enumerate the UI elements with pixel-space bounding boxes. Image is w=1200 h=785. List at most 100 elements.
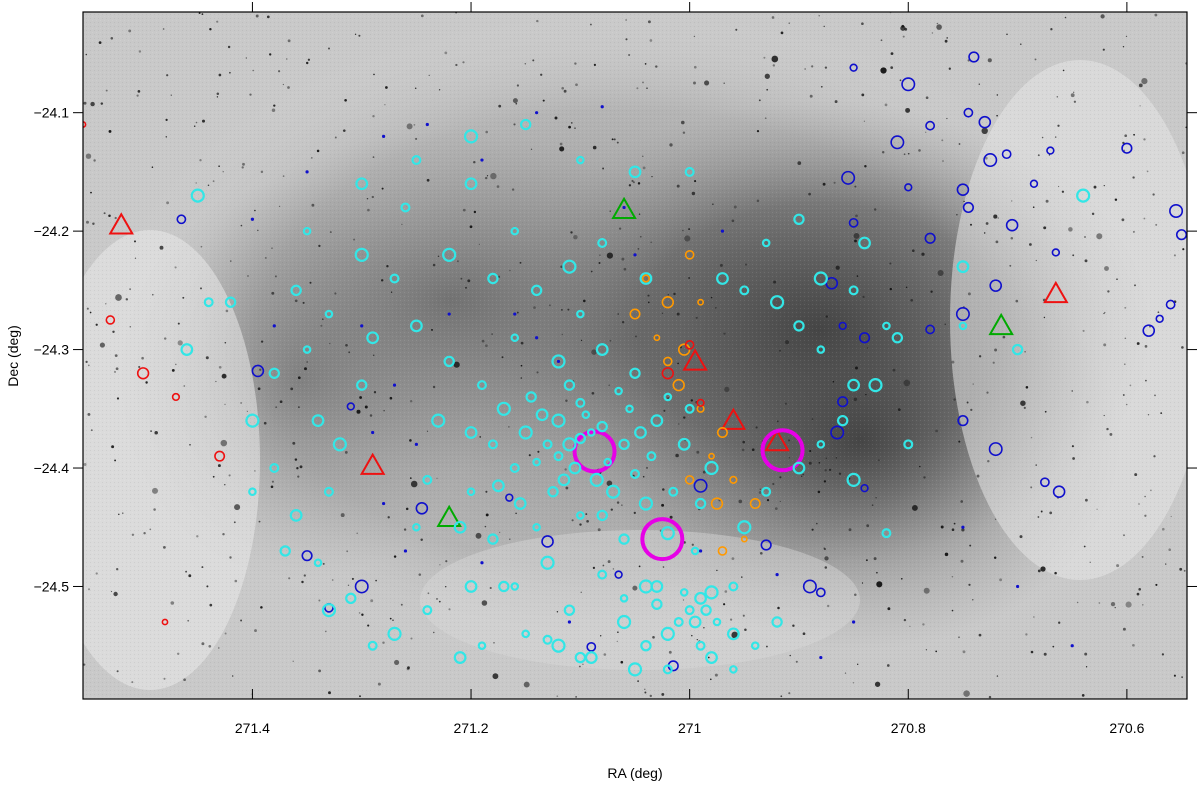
point-blue-circle-0	[849, 63, 858, 72]
point-cyan-circle-165	[729, 665, 738, 674]
point-cyan-circle-19	[634, 426, 647, 439]
point-blue-circle-27	[1169, 203, 1184, 218]
point-cyan-circle-56	[443, 355, 455, 368]
point-cyan-circle-37	[660, 526, 675, 541]
point-green-triangle-1	[436, 504, 462, 528]
point-orange-circle-4	[716, 426, 728, 438]
point-cyan-circle-134	[858, 236, 871, 250]
point-magenta-large-circle-2	[760, 428, 805, 473]
point-cyan-circle-25	[576, 511, 585, 520]
point-blue-dot-28	[622, 205, 626, 210]
point-blue-circle-32	[988, 442, 1003, 457]
point-cyan-circle-13	[575, 397, 586, 408]
point-blue-dot-16	[381, 501, 386, 506]
point-cyan-circle-81	[290, 284, 302, 297]
point-cyan-circle-21	[525, 391, 537, 403]
point-cyan-circle-74	[409, 319, 423, 333]
point-blue-dot-21	[1015, 584, 1020, 589]
point-blue-circle-18	[848, 217, 859, 228]
point-blue-dot-12	[513, 312, 517, 316]
point-blue-circle-38	[176, 214, 187, 225]
point-cyan-circle-113	[695, 640, 706, 651]
point-red-triangle-2	[682, 348, 708, 371]
point-blue-circle-2	[901, 77, 916, 92]
point-cyan-circle-141	[1011, 343, 1024, 356]
point-blue-dot-11	[447, 312, 451, 316]
point-cyan-circle-73	[728, 581, 739, 592]
point-cyan-circle-157	[321, 603, 337, 618]
point-cyan-circle-161	[498, 580, 510, 593]
point-blue-dot-7	[720, 229, 725, 233]
point-blue-dot-27	[567, 620, 572, 624]
point-cyan-circle-89	[639, 272, 653, 285]
y-tick-label: −24.4	[34, 460, 70, 476]
point-cyan-circle-156	[279, 545, 291, 557]
point-cyan-circle-20	[625, 404, 634, 414]
point-cyan-circle-95	[324, 309, 334, 319]
point-cyan-circle-8	[542, 439, 553, 450]
y-tick-label: −24.2	[34, 223, 70, 239]
point-blue-circle-12	[983, 153, 998, 168]
point-cyan-circle-122	[846, 472, 861, 487]
point-cyan-circle-115	[750, 641, 760, 650]
point-cyan-circle-58	[422, 474, 433, 485]
point-blue-dot-9	[360, 324, 364, 328]
point-orange-circle-15	[697, 298, 704, 306]
point-cyan-circle-0	[586, 428, 596, 437]
point-red-circle-2	[136, 367, 150, 380]
point-cyan-circle-87	[562, 259, 577, 274]
point-blue-dot-24	[819, 655, 823, 660]
point-blue-circle-4	[978, 115, 992, 129]
plot-frame	[82, 11, 1188, 700]
point-blue-circle-21	[858, 332, 871, 344]
point-cyan-circle-110	[619, 594, 629, 603]
point-cyan-circle-154	[180, 343, 194, 356]
point-cyan-circle-10	[603, 457, 612, 467]
point-cyan-circle-119	[792, 461, 806, 475]
point-red-circle-8	[696, 398, 705, 407]
point-cyan-circle-116	[771, 616, 783, 628]
point-cyan-circle-5	[581, 410, 591, 420]
point-blue-dot-10	[392, 383, 397, 387]
point-cyan-circle-53	[684, 403, 695, 414]
point-blue-circle-16	[924, 232, 936, 244]
point-blue-circle-47	[693, 478, 708, 493]
point-cyan-circle-151	[224, 296, 237, 308]
point-orange-circle-11	[717, 546, 728, 556]
point-cyan-circle-69	[688, 615, 702, 629]
point-cyan-circle-136	[891, 332, 904, 344]
point-cyan-circle-100	[313, 558, 323, 568]
point-cyan-circle-150	[302, 226, 312, 236]
point-blue-dot-1	[305, 170, 309, 174]
point-cyan-circle-59	[453, 520, 467, 534]
point-red-circle-3	[171, 392, 181, 402]
point-blue-dot-0	[250, 217, 255, 221]
point-cyan-circle-85	[510, 226, 520, 236]
point-cyan-circle-14	[535, 408, 549, 422]
point-blue-circle-23	[925, 324, 936, 335]
point-red-triangle-5	[1043, 280, 1069, 304]
point-blue-circle-44	[415, 501, 429, 515]
point-blue-dot-22	[1070, 644, 1074, 648]
point-orange-circle-9	[749, 498, 761, 510]
point-red-triangle-1	[359, 452, 386, 475]
point-cyan-circle-160	[477, 641, 487, 650]
point-cyan-circle-164	[705, 651, 718, 664]
y-axis: −24.1 −24.2 −24.3 −24.4 −24.5	[34, 105, 1197, 594]
point-blue-circle-48	[586, 641, 597, 652]
point-red-circle-4	[214, 450, 226, 462]
point-cyan-circle-98	[269, 463, 280, 474]
point-cyan-circle-63	[684, 605, 695, 616]
point-cyan-circle-88	[597, 237, 608, 248]
x-tick-label: 270.6	[1109, 720, 1144, 736]
point-blue-circle-29	[1142, 324, 1156, 337]
point-blue-dot-3	[425, 122, 429, 127]
point-cyan-circle-162	[627, 662, 643, 677]
point-blue-circle-53	[815, 587, 826, 598]
point-green-triangle-2	[988, 312, 1014, 336]
point-cyan-circle-27	[638, 496, 654, 511]
point-cyan-circle-51	[694, 497, 707, 510]
point-blue-circle-30	[1155, 314, 1164, 323]
point-blue-circle-6	[1121, 142, 1133, 154]
